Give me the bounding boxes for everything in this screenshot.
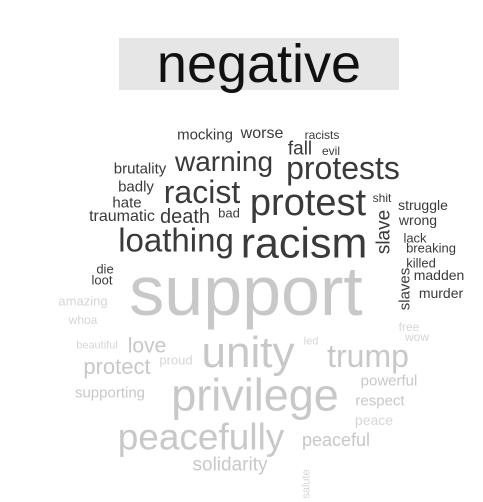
word-loathing: loathing xyxy=(118,221,234,259)
word-protest: protest xyxy=(249,182,367,224)
word-wow: wow xyxy=(404,330,430,344)
word-struggle: struggle xyxy=(398,197,448,213)
word-loot: loot xyxy=(91,272,113,288)
word-led: led xyxy=(303,335,319,348)
word-salute: salute xyxy=(300,469,313,499)
word-unity: unity xyxy=(201,328,295,377)
word-breaking: breaking xyxy=(406,240,456,256)
word-amazing: amazing xyxy=(58,293,108,309)
word-protests: protests xyxy=(286,150,400,186)
word-protect: protect xyxy=(83,354,151,379)
word-killed: killed xyxy=(406,255,436,271)
word-badly: badly xyxy=(118,178,154,196)
title-box: negative xyxy=(119,34,399,94)
word-warning: warning xyxy=(174,146,274,177)
word-madden: madden xyxy=(413,267,465,283)
word-privilege: privilege xyxy=(171,369,339,421)
word-racists: racists xyxy=(304,128,340,142)
word-fall: fall xyxy=(287,138,313,160)
word-evil: evil xyxy=(321,144,341,158)
cloud-title: negative xyxy=(156,34,362,94)
word-supporting: supporting xyxy=(74,384,146,402)
word-peacefully: peacefully xyxy=(117,416,285,458)
word-brutality: brutality xyxy=(113,160,167,178)
word-solidarity: solidarity xyxy=(192,454,268,476)
word-whoa: whoa xyxy=(68,313,98,327)
word-traumatic: traumatic xyxy=(89,208,155,225)
word-peaceful: peaceful xyxy=(301,430,371,450)
word-worse: worse xyxy=(240,125,284,142)
word-love: love xyxy=(127,334,167,358)
word-racism: racism xyxy=(240,219,368,268)
word-racist: racist xyxy=(163,174,241,210)
word-shit: shit xyxy=(372,191,392,205)
word-slave: slave xyxy=(373,209,395,255)
word-free: free xyxy=(398,320,420,334)
word-die: die xyxy=(96,261,114,277)
word-beautiful: beautiful xyxy=(76,339,118,352)
word-trump: trump xyxy=(327,338,409,374)
word-bad: bad xyxy=(218,205,240,221)
word-slaves: slaves xyxy=(396,267,414,311)
word-death: death xyxy=(159,206,211,228)
word-proud: proud xyxy=(159,352,193,368)
word-hate: hate xyxy=(112,194,142,212)
word-respect: respect xyxy=(355,392,405,410)
word-wrong: wrong xyxy=(398,212,438,228)
word-murder: murder xyxy=(418,285,464,301)
word-powerful: powerful xyxy=(360,372,418,390)
word-mocking: mocking xyxy=(177,126,233,144)
word-lack: lack xyxy=(403,230,427,246)
word-peace: peace xyxy=(354,412,394,428)
word-support: support xyxy=(129,252,363,330)
